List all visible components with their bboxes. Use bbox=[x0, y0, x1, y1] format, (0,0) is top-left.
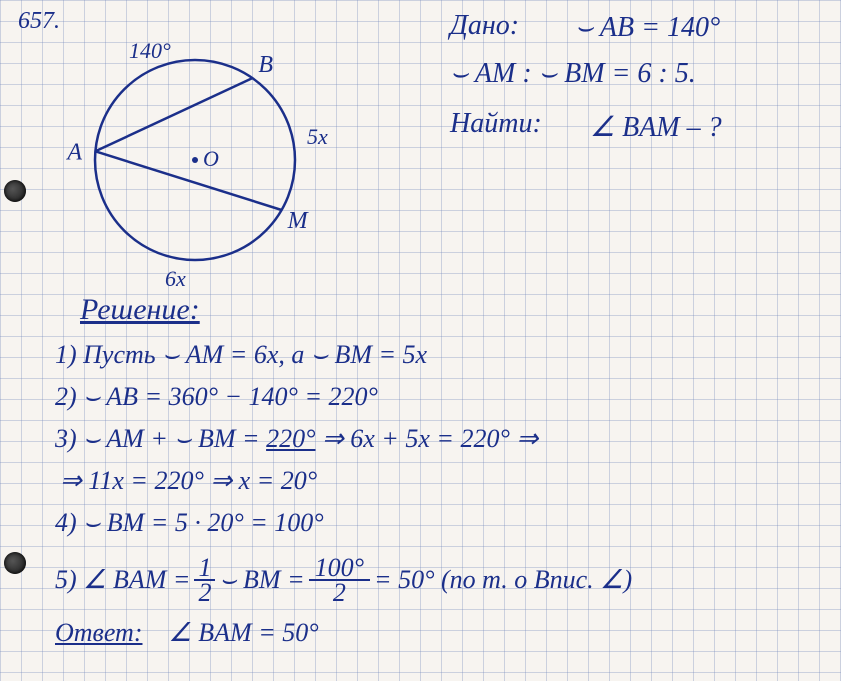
svg-text:М: М bbox=[287, 208, 310, 234]
step-1: 1) Пусть ⌣ AМ = 6x, a ⌣ BМ = 5x bbox=[55, 340, 427, 371]
find-label: Найти: bbox=[450, 108, 542, 140]
step-2: 2) ⌣ AB = 360° − 140° = 220° bbox=[55, 382, 378, 413]
fraction-half: 1 2 bbox=[194, 556, 215, 605]
solution-heading: Решение: bbox=[80, 293, 200, 327]
given-line-1: ⌣ AB = 140° bbox=[575, 12, 720, 44]
svg-text:5x: 5x bbox=[307, 124, 328, 149]
step-3a-prefix: 3) ⌣ AМ + ⌣ BМ = bbox=[55, 424, 266, 453]
step-5-suffix: = 50° (по т. о Впис. ∠) bbox=[374, 565, 632, 595]
punch-hole-2 bbox=[4, 552, 26, 574]
svg-text:B: B bbox=[258, 52, 273, 78]
step-3b: ⇒ 11x = 220° ⇒ x = 20° bbox=[60, 466, 317, 496]
fraction-100-2: 100° 2 bbox=[309, 556, 370, 605]
step-3a-220: 220° bbox=[266, 424, 315, 453]
given-label: Дано: bbox=[450, 10, 519, 42]
step-3a: 3) ⌣ AМ + ⌣ BМ = 220° ⇒ 6x + 5x = 220° ⇒ bbox=[55, 424, 538, 455]
step-5-mid: ⌣ BМ = bbox=[219, 565, 304, 596]
frac-bot-2: 2 bbox=[333, 581, 346, 604]
answer-value: ∠ BAМ = 50° bbox=[168, 618, 318, 647]
find-value: ∠ BAМ – ? bbox=[590, 110, 722, 144]
svg-text:A: A bbox=[65, 139, 82, 165]
step-3a-suffix: ⇒ 6x + 5x = 220° ⇒ bbox=[315, 424, 538, 453]
svg-text:6x: 6x bbox=[165, 266, 186, 291]
geometry-diagram: A B М O 140° 5x 6x bbox=[0, 0, 400, 300]
step-5-prefix: 5) ∠ BAМ = bbox=[55, 565, 190, 595]
step-4: 4) ⌣ BМ = 5 · 20° = 100° bbox=[55, 508, 324, 539]
step-5: 5) ∠ BAМ = 1 2 ⌣ BМ = 100° 2 = 50° (по т… bbox=[55, 556, 632, 605]
answer-label: Ответ: bbox=[55, 618, 142, 647]
frac-bot-1: 2 bbox=[198, 581, 211, 604]
svg-text:O: O bbox=[203, 146, 219, 171]
given-line-2: ⌣ AМ : ⌣ BМ = 6 : 5. bbox=[450, 58, 696, 90]
svg-text:140°: 140° bbox=[129, 38, 171, 63]
answer-line: Ответ: ∠ BAМ = 50° bbox=[55, 618, 319, 648]
